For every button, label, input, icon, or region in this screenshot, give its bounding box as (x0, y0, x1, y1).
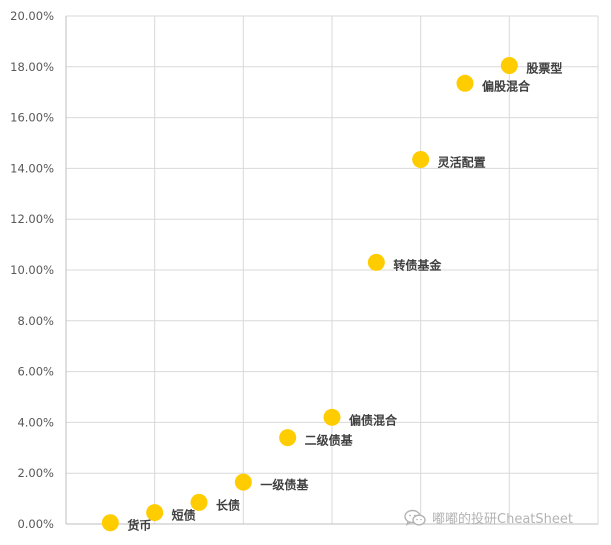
data-point (234, 473, 252, 491)
y-tick-label: 6.00% (17, 365, 54, 379)
data-point (456, 74, 474, 92)
data-point (101, 514, 119, 532)
y-tick-label: 20.00% (10, 9, 54, 23)
y-tick-label: 14.00% (10, 161, 54, 175)
y-tick-label: 18.00% (10, 60, 54, 74)
grid (66, 15, 599, 524)
y-tick-label: 10.00% (10, 263, 54, 277)
y-tick-label: 16.00% (10, 111, 54, 125)
wechat-icon (404, 509, 426, 526)
watermark-text: 嘟嘟的投研CheatSheet (432, 512, 573, 527)
y-tick-label: 8.00% (17, 314, 54, 328)
y-tick-label: 0.00% (17, 517, 54, 531)
y-tick-labels: 0.00% 2.00% 4.00% 6.00% 8.00% 10.00% 12.00% 14.… (10, 9, 54, 531)
data-point (190, 493, 208, 511)
y-tick-label: 4.00% (17, 415, 54, 429)
axes (65, 16, 598, 525)
data-point (323, 408, 341, 426)
data-label: 偏股混合 (482, 78, 531, 93)
data-label: 一级债基 (260, 477, 309, 492)
data-label: 灵活配置 (438, 155, 486, 170)
data-point (367, 253, 385, 271)
data-label: 货币 (127, 518, 151, 533)
data-point (279, 429, 297, 447)
y-tick-label: 12.00% (10, 212, 54, 226)
watermark: 嘟嘟的投研CheatSheet (404, 508, 573, 527)
data-label: 偏债混合 (349, 412, 398, 427)
data-label: 长债 (216, 497, 240, 512)
data-label: 转债基金 (393, 257, 442, 272)
data-label: 短债 (172, 508, 196, 523)
data-labels: 货币 短债 长债 一级债基 二级债基 偏债混合 转债基金 灵活配置 偏股混合 股票型 (127, 61, 562, 533)
data-label: 股票型 (526, 61, 562, 76)
data-point (412, 151, 430, 169)
data-points (101, 57, 518, 532)
data-point (500, 57, 518, 75)
y-tick-label: 2.00% (17, 466, 54, 480)
data-label: 二级债基 (305, 433, 354, 448)
data-point (146, 504, 164, 522)
